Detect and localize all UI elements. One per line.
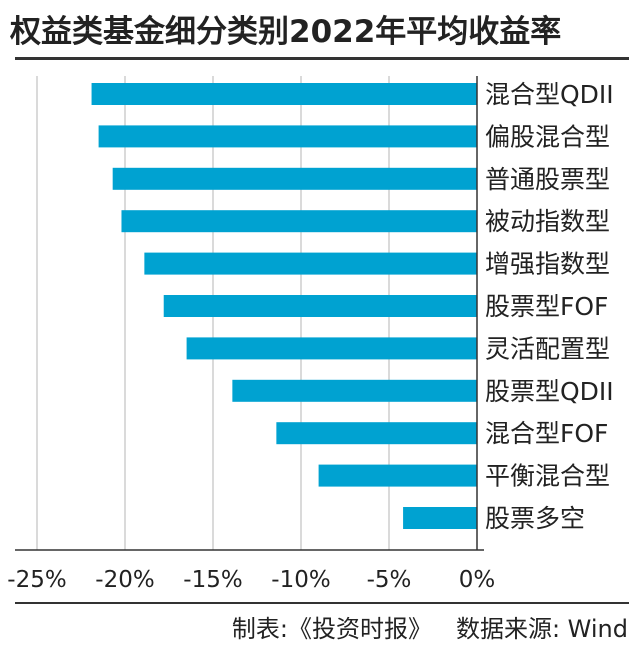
- tick-label-1: -20%: [95, 567, 154, 593]
- category-label-10: 股票多空: [485, 504, 585, 533]
- category-label-0: 混合型QDII: [485, 80, 614, 109]
- category-label-7: 股票型QDII: [485, 377, 614, 406]
- bar-6: [186, 337, 477, 360]
- category-label-4: 增强指数型: [485, 250, 610, 279]
- tick-label-3: -10%: [271, 567, 330, 593]
- top-rule: [15, 57, 629, 60]
- footer-source: 数据来源: Wind: [455, 615, 628, 643]
- chart-title: 权益类基金细分类别2022年平均收益率: [10, 14, 562, 50]
- category-label-3: 被动指数型: [485, 207, 610, 236]
- category-label-9: 平衡混合型: [485, 462, 610, 491]
- bar-7: [232, 379, 477, 402]
- bar-0: [91, 83, 477, 105]
- bar-2: [112, 167, 478, 190]
- bar-1: [98, 125, 477, 148]
- tick-label-0: -25%: [7, 567, 66, 593]
- bar-3: [121, 210, 477, 233]
- bar-9: [318, 464, 477, 487]
- footer: 制表:《投资时报》 数据来源: Wind: [208, 609, 628, 644]
- axes: [15, 76, 484, 551]
- bars: [91, 83, 478, 529]
- tick-label-5: 0%: [459, 567, 496, 593]
- category-label-8: 混合型FOF: [485, 419, 608, 448]
- category-label-2: 普通股票型: [485, 165, 610, 194]
- bar-10: [403, 507, 477, 529]
- bar-4: [144, 252, 478, 275]
- footer-maker: 制表:《投资时报》: [231, 615, 432, 643]
- category-label-1: 偏股混合型: [485, 122, 610, 151]
- tick-label-2: -15%: [183, 567, 242, 593]
- bar-5: [163, 295, 477, 317]
- category-label-5: 股票型FOF: [485, 292, 608, 321]
- tick-label-4: -5%: [367, 567, 412, 593]
- bar-8: [276, 422, 477, 445]
- bottom-rule: [15, 602, 629, 604]
- tick-labels: -25% -20% -15% -10% -5% 0%: [7, 567, 495, 593]
- category-label-6: 灵活配置型: [485, 334, 610, 363]
